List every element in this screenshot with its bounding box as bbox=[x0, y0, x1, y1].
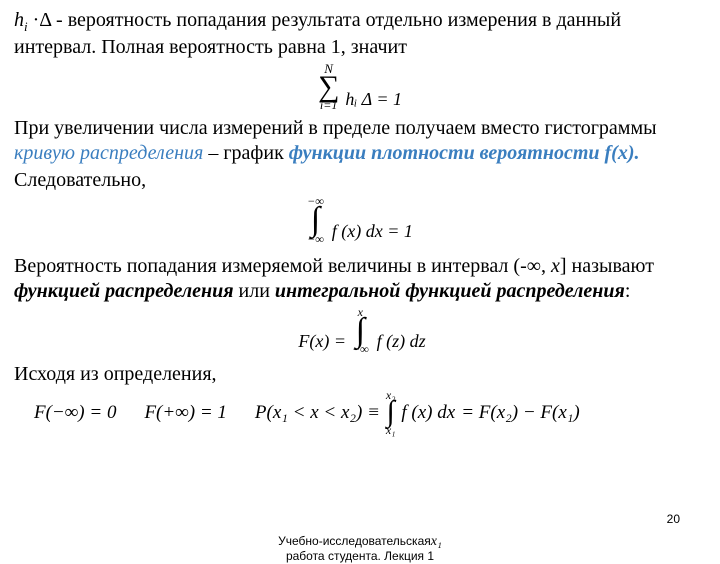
paragraph-4: Вероятность попадания измеряемой величин… bbox=[14, 254, 706, 304]
eq-P-rhs: = F(x₂) − F(x₁) bbox=[461, 402, 580, 424]
formula-cdf: F(x) = x ∫ −∞ f (z) dz bbox=[14, 306, 706, 359]
formula-integral-unity: −∞ ∫ −∞ f (x) dx = 1 bbox=[14, 195, 706, 248]
cdf-lhs: F(x) = bbox=[294, 331, 348, 352]
equation-row: F(−∞) = 0 F(+∞) = 1 P(x₁ < x < x₂) ≡ x₂ … bbox=[14, 389, 706, 436]
paragraph-3: Следовательно, bbox=[14, 168, 706, 193]
p4-a: Вероятность попадания измеряемой величин… bbox=[14, 255, 551, 277]
eq-F-minus-inf: F(−∞) = 0 bbox=[34, 402, 116, 424]
p5-text: Исходя из определения, bbox=[14, 363, 217, 385]
eq-probability: P(x₁ < x < x₂) ≡ x₂ ∫ x₁ f (x) dx = F(x₂… bbox=[255, 389, 580, 436]
intP-body: f (x) dx bbox=[401, 402, 455, 424]
footer-x1: x₁ bbox=[431, 534, 442, 549]
slide-page: hi ·Δ - вероятность попадания результата… bbox=[0, 0, 720, 540]
paragraph-2: При увеличении числа измерений в пределе… bbox=[14, 116, 706, 166]
sigma-icon: ∑ bbox=[318, 75, 339, 99]
p3-text: Следовательно, bbox=[14, 169, 146, 191]
p4-b: ] называют bbox=[560, 255, 654, 277]
p2-text-a: При увеличении числа измерений в пределе… bbox=[14, 117, 657, 139]
integral-operator-3: x₂ ∫ x₁ bbox=[386, 389, 396, 436]
eq-F-plus-inf: F(+∞) = 1 bbox=[144, 402, 226, 424]
term-distribution-curve: кривую распределения bbox=[14, 142, 203, 164]
p4-d: или bbox=[234, 280, 275, 302]
term-integral-cdf: интегральной функцией распределения bbox=[275, 280, 625, 302]
eq-P-lhs: P(x₁ < x < x₂) ≡ bbox=[255, 402, 380, 424]
sum-lower: i=1 bbox=[318, 99, 339, 111]
footer-line2: работа студента. Лекция 1 bbox=[286, 549, 434, 563]
intFx-lower: −∞ bbox=[352, 343, 369, 355]
int1-body: f (x) dx = 1 bbox=[328, 221, 413, 242]
formula-sum: N ∑ i=1 hᵢ Δ = 1 bbox=[14, 62, 706, 114]
p4-x: x bbox=[551, 255, 560, 277]
sum-body: hᵢ Δ = 1 bbox=[343, 89, 402, 110]
sum-operator: N ∑ i=1 bbox=[318, 62, 339, 111]
integral-operator-1: −∞ ∫ −∞ bbox=[307, 195, 324, 245]
var-hi-i: i bbox=[24, 19, 28, 34]
intFx-body: f (z) dz bbox=[373, 331, 426, 352]
footer-title: Учебно-исследовательскаяx₁ работа студен… bbox=[250, 534, 470, 564]
term-cdf: функцией распределения bbox=[14, 280, 234, 302]
integral-icon: ∫ bbox=[386, 401, 396, 424]
paragraph-1-text: ·Δ - вероятность попадания результата от… bbox=[14, 9, 621, 58]
p2-text-c: – график bbox=[203, 142, 288, 164]
term-pdf: функции плотности вероятности f(x). bbox=[289, 142, 640, 164]
footer-line1: Учебно-исследовательская bbox=[278, 534, 431, 548]
paragraph-1: hi ·Δ - вероятность попадания результата… bbox=[14, 8, 706, 60]
var-hi-h: h bbox=[14, 9, 24, 31]
page-number: 20 bbox=[667, 512, 680, 526]
p4-f: : bbox=[625, 280, 631, 302]
int1-lower: −∞ bbox=[307, 233, 324, 245]
paragraph-5: Исходя из определения, bbox=[14, 362, 706, 387]
intP-lower: x₁ bbox=[386, 424, 396, 436]
integral-icon: ∫ bbox=[352, 318, 369, 344]
integral-operator-2: x ∫ −∞ bbox=[352, 306, 369, 356]
integral-icon: ∫ bbox=[307, 207, 324, 233]
